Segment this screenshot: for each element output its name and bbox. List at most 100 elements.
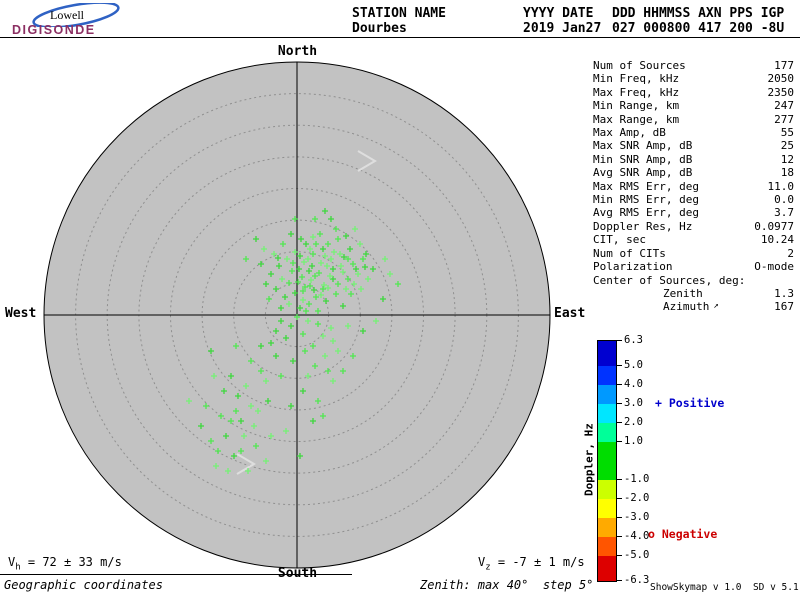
colorbar-segment [598, 518, 616, 537]
source-point [307, 283, 313, 289]
coordinates-note: Geographic coordinates [4, 578, 163, 592]
source-point [363, 251, 369, 257]
source-point [278, 318, 284, 324]
skymap-svg [43, 61, 551, 569]
source-point [340, 269, 346, 275]
colorbar [597, 340, 617, 582]
source-point [241, 433, 247, 439]
source-point [313, 241, 319, 247]
source-point [315, 308, 321, 314]
compass-south-label: South [277, 566, 318, 581]
source-point [258, 368, 264, 374]
source-point [311, 287, 317, 293]
positive-legend-label: Positive [668, 396, 725, 410]
stat-value: 12 [780, 152, 794, 166]
source-point [380, 296, 386, 302]
colorbar-tick-label: 5.0 [617, 359, 643, 371]
stat-row: Min RMS Err, deg 0.0 [593, 193, 794, 206]
source-point [315, 398, 321, 404]
stat-label: Min RMS Err, deg [593, 193, 699, 207]
source-point [290, 358, 296, 364]
header-separator [0, 37, 800, 38]
source-point [312, 273, 318, 279]
logo-digisonde-text: DIGISONDE [12, 23, 96, 37]
colorbar-segment [598, 499, 616, 518]
colorbar-tick-label: -2.0 [616, 492, 650, 504]
source-point [335, 281, 341, 287]
stat-value: 55 [780, 126, 794, 140]
source-point [300, 388, 306, 394]
stat-row: Num of CITs 2 [593, 247, 794, 260]
source-point [330, 276, 336, 282]
lowell-logo: Lowell DIGISONDE [8, 3, 168, 37]
source-point [245, 468, 251, 474]
source-point [324, 263, 330, 269]
colorbar-segment [598, 537, 616, 556]
source-point [268, 271, 274, 277]
source-point [318, 292, 324, 298]
stat-row: Azimuth ↗ 167 [593, 300, 794, 313]
stat-row: Avg SNR Amp, dB 18 [593, 166, 794, 179]
stat-row: Polarization O-mode [593, 260, 794, 273]
colorbar-ticks: 6.3 5.0 4.0 3.0 2.0 1.0 -1.0 -2.0 -3.0 -4.0 -5.0 -6… [616, 334, 664, 588]
stat-label: CIT, sec [593, 233, 646, 247]
source-point [261, 246, 267, 252]
source-point [282, 294, 288, 300]
negative-legend-label: Negative [661, 527, 718, 541]
source-point [268, 433, 274, 439]
source-point [312, 363, 318, 369]
compass-north-label: North [277, 44, 318, 59]
source-point [308, 277, 314, 283]
source-point [283, 428, 289, 434]
stat-value: 167 [774, 300, 794, 314]
source-point [338, 263, 344, 269]
source-point [305, 373, 311, 379]
source-point [310, 234, 316, 240]
logo-lowell-text: Lowell [50, 8, 84, 22]
source-point [284, 256, 290, 262]
colorbar-tick-label: -1.0 [616, 473, 650, 485]
colorbar-segment [598, 366, 616, 385]
source-point [276, 263, 282, 269]
source-point [333, 291, 339, 297]
colorbar-segment [598, 442, 616, 480]
source-point [307, 246, 313, 252]
stat-row: Max Amp, dB 55 [593, 126, 794, 139]
stat-value: 10.24 [760, 233, 794, 247]
source-point [297, 253, 303, 259]
source-point [271, 251, 277, 257]
source-point [211, 373, 217, 379]
source-point [312, 216, 318, 222]
source-point [323, 298, 329, 304]
source-point [300, 331, 306, 337]
colorbar-segment [598, 556, 616, 581]
source-point [310, 251, 316, 257]
source-point [265, 398, 271, 404]
source-point [322, 253, 328, 259]
footer-separator [0, 574, 352, 575]
stat-row: Max Freq, kHz 2350 [593, 86, 794, 99]
source-point [321, 282, 327, 288]
stat-label: Avg SNR Amp, dB [593, 166, 693, 180]
stat-value: 277 [774, 112, 794, 126]
source-point [221, 388, 227, 394]
colorbar-segment [598, 404, 616, 423]
stat-row: Max SNR Amp, dB 25 [593, 139, 794, 152]
stat-value: 0.0 [774, 193, 794, 207]
source-point [273, 286, 279, 292]
stat-value: O-mode [754, 260, 794, 274]
header-date-value: 2019 Jan27 [523, 21, 602, 36]
stat-value: 0.0977 [754, 219, 794, 233]
source-point [327, 273, 333, 279]
source-point [320, 333, 326, 339]
software-version-text: ShowSkymap v 1.0 SD v 5.1 [650, 582, 799, 593]
source-point [306, 268, 312, 274]
source-point [330, 378, 336, 384]
source-point [350, 261, 356, 267]
stat-label: Num of Sources [593, 59, 686, 72]
negative-legend: o Negative [648, 527, 717, 541]
colorbar-title: Doppler, Hz [582, 423, 596, 496]
stat-value: 177 [774, 59, 794, 72]
stat-value: 1.3 [774, 286, 794, 300]
stat-row: CIT, sec 10.24 [593, 233, 794, 246]
